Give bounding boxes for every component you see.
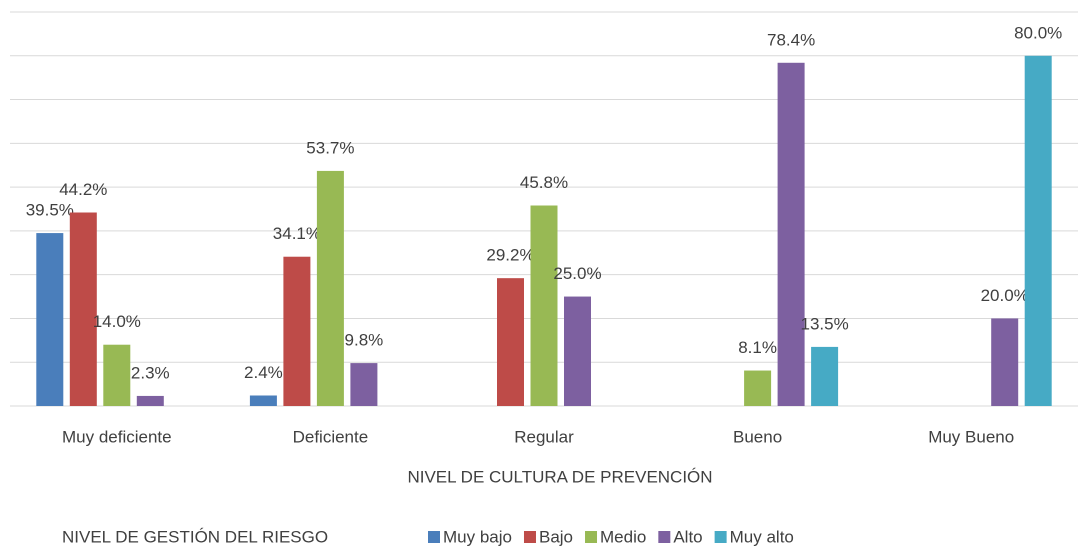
- bar: [136, 395, 164, 406]
- bar: [744, 370, 772, 406]
- legend-label: Muy bajo: [443, 527, 512, 546]
- legend-swatch: [428, 531, 440, 543]
- bar: [1024, 55, 1052, 407]
- bar: [991, 318, 1019, 406]
- legend-label: Alto: [673, 527, 702, 546]
- data-label: 20.0%: [981, 286, 1029, 305]
- bar: [283, 256, 311, 406]
- data-label: 34.1%: [273, 224, 321, 243]
- bar: [564, 296, 591, 406]
- data-label: 2.4%: [244, 363, 283, 382]
- bar: [249, 395, 277, 406]
- bar: [69, 212, 97, 406]
- legend-label: Bajo: [539, 527, 573, 546]
- data-label: 39.5%: [26, 201, 74, 220]
- x-tick-label: Muy Bueno: [928, 427, 1014, 446]
- legend-swatch: [585, 531, 598, 543]
- bar: [103, 344, 131, 406]
- legend-title: NIVEL DE GESTIÓN DEL RIESGO: [62, 527, 328, 546]
- data-label: 9.8%: [345, 331, 384, 350]
- data-label: 14.0%: [93, 312, 141, 331]
- legend-swatch: [714, 531, 727, 543]
- x-tick-label: Muy deficiente: [62, 427, 172, 446]
- data-label: 80.0%: [1014, 23, 1062, 42]
- x-tick-label: Bueno: [733, 427, 782, 446]
- x-axis-title: NIVEL DE CULTURA DE PREVENCIÓN: [407, 467, 712, 486]
- bar: [530, 205, 558, 406]
- bar: [497, 278, 524, 406]
- data-label: 53.7%: [306, 138, 354, 157]
- data-label: 25.0%: [553, 264, 601, 283]
- x-tick-label: Regular: [514, 427, 574, 446]
- bar: [777, 62, 805, 406]
- bar: [350, 363, 378, 406]
- legend-swatch: [658, 531, 671, 543]
- bar: [316, 170, 344, 406]
- data-label: 29.2%: [486, 246, 534, 265]
- legend-label: Medio: [600, 527, 646, 546]
- data-label: 45.8%: [520, 173, 568, 192]
- bar: [811, 346, 839, 406]
- data-label: 2.3%: [131, 363, 170, 382]
- data-label: 44.2%: [59, 180, 107, 199]
- x-tick-label: Deficiente: [293, 427, 369, 446]
- legend-label: Muy alto: [730, 527, 794, 546]
- bar: [36, 233, 64, 406]
- legend-swatch: [523, 531, 536, 543]
- data-label: 78.4%: [767, 30, 815, 49]
- data-label: 13.5%: [800, 314, 848, 333]
- data-label: 8.1%: [738, 338, 777, 357]
